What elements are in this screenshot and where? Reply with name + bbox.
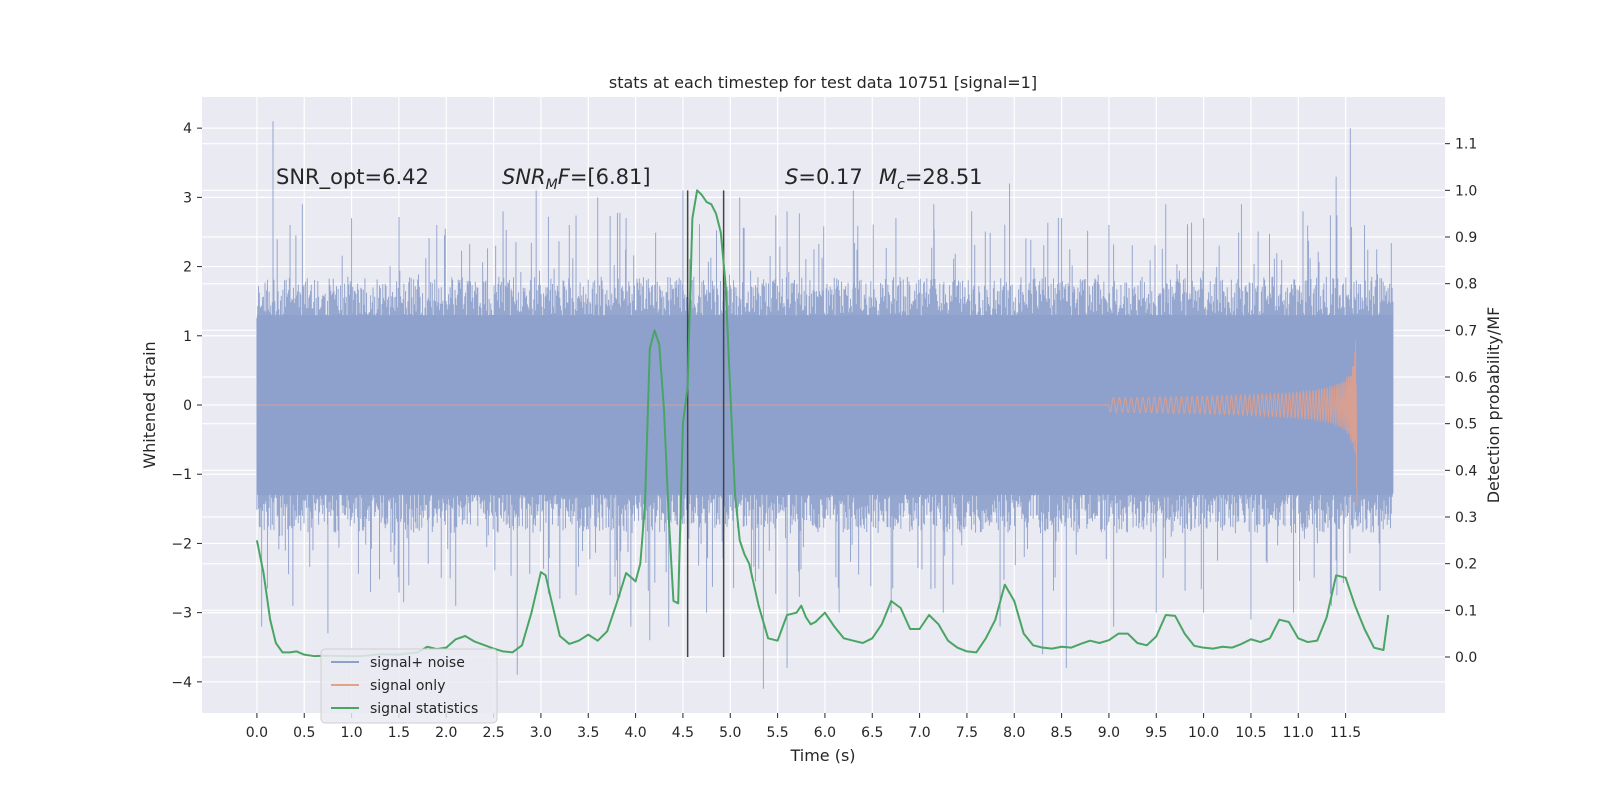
y-right-tick-label: 0.5 bbox=[1455, 417, 1477, 433]
y-right-tick-label: 0.2 bbox=[1455, 557, 1477, 573]
y-left-tick-label: 1 bbox=[183, 329, 192, 345]
x-tick-label: 10.5 bbox=[1235, 725, 1266, 741]
annotation-mc-sub: c bbox=[897, 177, 905, 193]
legend-box bbox=[320, 648, 498, 724]
y-axis-left: −4 −3 −2 −1 0 1 2 3 4 bbox=[171, 121, 202, 691]
x-tick-label: 0.5 bbox=[293, 725, 315, 741]
annotation-s: S=0.17 bbox=[785, 165, 863, 189]
y-right-tick-label: 0.6 bbox=[1455, 370, 1477, 386]
x-tick-label: 9.5 bbox=[1145, 725, 1167, 741]
y-left-tick-label: 0 bbox=[183, 398, 192, 414]
x-tick-label: 6.0 bbox=[814, 725, 836, 741]
y-axis-right: 0.0 0.1 0.2 0.3 0.4 0.5 0.6 0.7 0.8 0.9 1.0 1.1 bbox=[1445, 137, 1477, 666]
x-tick-label: 1.5 bbox=[388, 725, 410, 741]
y-right-tick-label: 0.7 bbox=[1455, 323, 1477, 339]
y-left-tick-label: 3 bbox=[183, 190, 192, 206]
y-left-tick-label: −4 bbox=[171, 675, 192, 691]
x-tick-label: 2.0 bbox=[435, 725, 457, 741]
annotation-snr-mf-sub: M bbox=[546, 177, 558, 193]
annotation-snr-mf-symbol2: F bbox=[558, 165, 571, 189]
x-tick-label: 0.0 bbox=[246, 725, 268, 741]
x-tick-label: 1.0 bbox=[340, 725, 362, 741]
annotation-mc-symbol: M bbox=[879, 165, 897, 189]
x-tick-label: 11.0 bbox=[1283, 725, 1314, 741]
x-tick-label: 5.0 bbox=[719, 725, 741, 741]
y-left-tick-label: −2 bbox=[171, 536, 192, 552]
y-left-tick-label: −3 bbox=[171, 606, 192, 622]
legend: signal+ noise signal only signal statist… bbox=[320, 648, 498, 724]
legend-label-signal-only: signal only bbox=[370, 678, 445, 694]
y-right-tick-label: 1.0 bbox=[1455, 183, 1477, 199]
x-tick-label: 9.0 bbox=[1098, 725, 1120, 741]
x-axis: 0.0 0.5 1.0 1.5 2.0 2.5 3.0 3.5 4.0 4.5 5.0 5.5 6.0 6… bbox=[246, 713, 1361, 741]
legend-label-signal-statistics: signal statistics bbox=[370, 701, 478, 717]
signal-only-series bbox=[256, 340, 1358, 506]
signal-statistics-series bbox=[255, 189, 1390, 658]
annotation-snr-opt: SNR_opt=6.42 bbox=[276, 165, 429, 190]
x-tick-label: 5.5 bbox=[766, 725, 788, 741]
annotation-s-value: =0.17 bbox=[798, 165, 862, 189]
annotation-s-symbol: S bbox=[785, 165, 798, 189]
y-axis-left-label: Whitened strain bbox=[140, 341, 159, 468]
svg-text:SNRMF=[6.81]: SNRMF=[6.81] bbox=[502, 165, 651, 193]
x-tick-label: 2.5 bbox=[482, 725, 504, 741]
x-tick-label: 3.5 bbox=[577, 725, 599, 741]
x-tick-label: 7.0 bbox=[908, 725, 930, 741]
y-right-tick-label: 0.8 bbox=[1455, 277, 1477, 293]
plot-content bbox=[255, 121, 1394, 689]
y-axis-right-label: Detection probability/MF bbox=[1484, 307, 1503, 504]
y-left-tick-label: −1 bbox=[171, 467, 192, 483]
x-tick-label: 6.5 bbox=[861, 725, 883, 741]
y-right-tick-label: 0.3 bbox=[1455, 510, 1477, 526]
annotation-snr-mf-symbol: SNR bbox=[502, 165, 546, 189]
svg-text:Mc=28.51: Mc=28.51 bbox=[879, 165, 983, 193]
annotation-snr-mf: SNRMF=[6.81] bbox=[502, 165, 651, 193]
legend-label-signal-noise: signal+ noise bbox=[370, 655, 465, 671]
x-tick-label: 4.0 bbox=[624, 725, 646, 741]
x-tick-label: 8.5 bbox=[1050, 725, 1072, 741]
x-tick-label: 10.0 bbox=[1188, 725, 1219, 741]
chart-title: stats at each timestep for test data 107… bbox=[609, 73, 1037, 92]
svg-text:S=0.17: S=0.17 bbox=[785, 165, 863, 189]
y-right-tick-label: 0.4 bbox=[1455, 463, 1477, 479]
annotation-snr-mf-value: =[6.81] bbox=[570, 165, 651, 189]
x-tick-label: 8.0 bbox=[1003, 725, 1025, 741]
x-axis-label: Time (s) bbox=[789, 746, 855, 765]
y-left-tick-label: 2 bbox=[183, 260, 192, 276]
x-tick-label: 11.5 bbox=[1330, 725, 1361, 741]
x-tick-label: 4.5 bbox=[672, 725, 694, 741]
annotation-mc-value: =28.51 bbox=[905, 165, 983, 189]
annotation-snr-opt-text: SNR_opt=6.42 bbox=[276, 165, 429, 190]
annotation-mc: Mc=28.51 bbox=[879, 165, 983, 193]
x-tick-label: 7.5 bbox=[956, 725, 978, 741]
x-tick-label: 3.0 bbox=[530, 725, 552, 741]
y-right-tick-label: 0.9 bbox=[1455, 230, 1477, 246]
y-right-tick-label: 1.1 bbox=[1455, 137, 1477, 153]
y-left-tick-label: 4 bbox=[183, 121, 192, 137]
y-right-tick-label: 0.0 bbox=[1455, 650, 1477, 666]
y-right-tick-label: 0.1 bbox=[1455, 603, 1477, 619]
